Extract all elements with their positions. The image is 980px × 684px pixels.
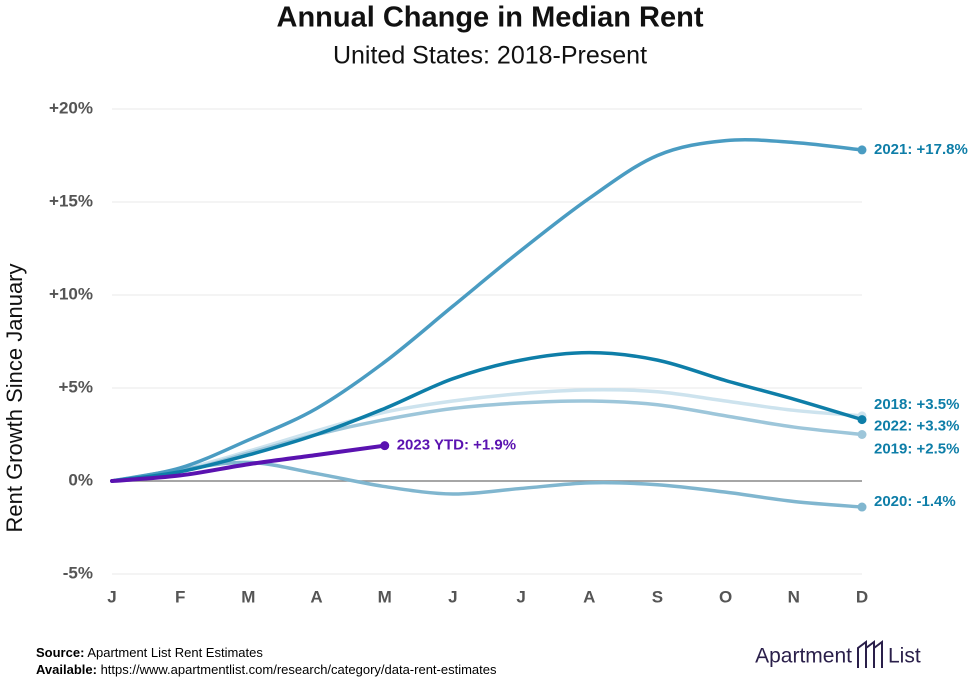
logo-right: List <box>888 645 921 668</box>
x-tick-label: J <box>448 587 457 606</box>
y-tick-label: -5% <box>63 563 93 582</box>
x-tick-label: F <box>175 587 185 606</box>
logo-shape <box>857 640 883 668</box>
chart-title: Annual Change in Median Rent <box>277 2 704 34</box>
y-tick-label: +10% <box>49 284 93 303</box>
logo-left: Apartment <box>755 645 852 668</box>
x-tick-label: O <box>719 587 732 606</box>
end-point <box>857 415 867 425</box>
x-tick-label: M <box>378 587 392 606</box>
footer-source: Source: Apartment List Rent Estimates <box>36 645 263 660</box>
available-label: Available: <box>36 662 97 677</box>
end-point <box>857 502 867 512</box>
series-line <box>110 443 387 483</box>
x-tick-label: A <box>583 587 595 606</box>
x-tick-label: J <box>107 587 116 606</box>
end-label: 2020: -1.4% <box>874 493 956 510</box>
end-point <box>857 145 867 155</box>
footer-available: Available: https://www.apartmentlist.com… <box>36 662 497 677</box>
y-tick-label: +20% <box>49 98 93 117</box>
x-tick-label: J <box>516 587 525 606</box>
source: Apartment List Rent Estimates <box>87 645 263 660</box>
end-label: 2022: +3.3% <box>874 418 959 435</box>
y-tick-label: 0% <box>68 470 93 489</box>
y-tick-label: +5% <box>59 377 94 396</box>
series-line <box>110 460 864 509</box>
available: https://www.apartmentlist.com/research/c… <box>101 662 497 677</box>
end-label: 2021: +17.8% <box>874 141 968 158</box>
chart-subtitle: United States: 2018-Present <box>333 42 647 70</box>
end-point <box>380 441 390 451</box>
x-tick-label: N <box>788 587 800 606</box>
logo-icon <box>857 640 883 668</box>
source-label: Source: <box>36 645 84 660</box>
x-tick-label: D <box>856 587 868 606</box>
x-tick-label: S <box>652 587 663 606</box>
end-label: 2023 YTD: +1.9% <box>397 437 516 454</box>
x-tick-label: M <box>241 587 255 606</box>
end-label: 2019: +2.5% <box>874 440 959 457</box>
y-tick-label: +15% <box>49 191 93 210</box>
y-axis-label: Rent Growth Since January <box>2 263 27 532</box>
x-tick-label: A <box>310 587 322 606</box>
series-line <box>110 350 864 483</box>
end-label: 2018: +3.5% <box>874 396 959 413</box>
end-point <box>857 430 867 439</box>
series-line <box>110 138 864 483</box>
